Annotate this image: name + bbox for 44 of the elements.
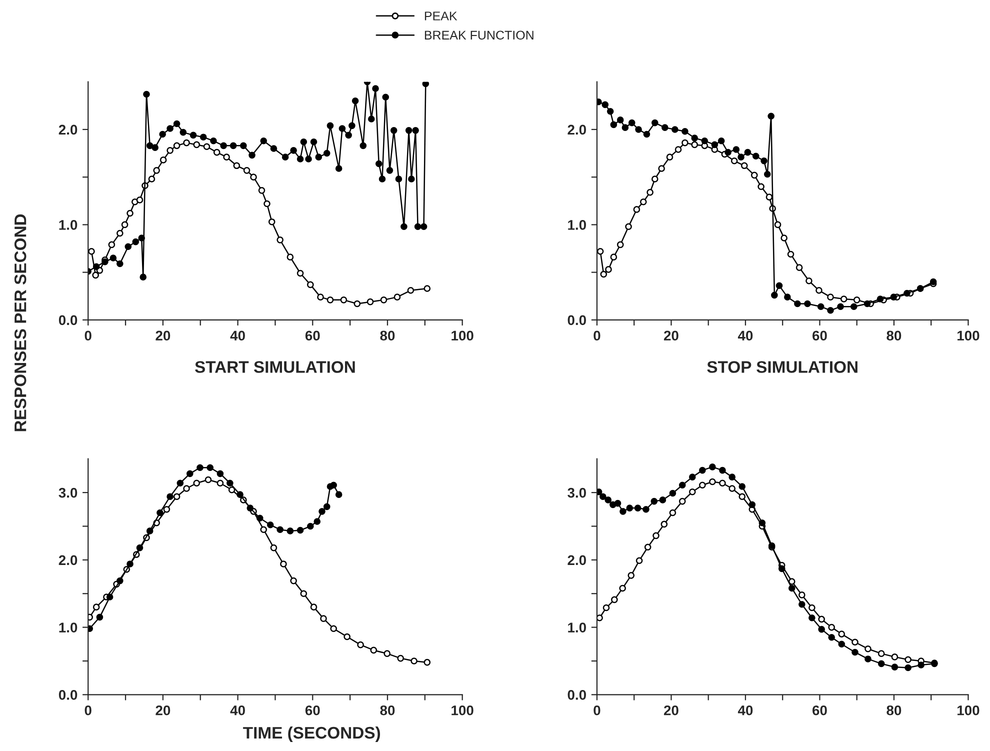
legend-label: BREAK FUNCTION <box>424 30 534 40</box>
y-tick-label: 1.0 <box>568 220 586 230</box>
x-tick-label: 100 <box>958 330 980 341</box>
x-tick-label: 0 <box>84 705 92 716</box>
x-tick-label: 20 <box>156 330 170 341</box>
x-tick-label: 60 <box>305 705 320 716</box>
x-tick-label: 20 <box>664 705 678 716</box>
y-tick-label: 1.0 <box>568 622 586 632</box>
y-tick-label: 3.0 <box>568 488 586 498</box>
x-tick-label: 40 <box>230 705 245 716</box>
x-axis-title: TIME (SECONDS) <box>243 726 380 742</box>
y-tick-label: 0.0 <box>58 690 78 700</box>
y-tick-label: 2.0 <box>58 555 78 566</box>
y-tick-label: 1.0 <box>59 220 78 230</box>
y-tick-label: 0.0 <box>568 315 586 326</box>
y-axis-title: RESPONSES PER SECOND <box>14 214 26 432</box>
x-tick-label: 80 <box>886 705 902 716</box>
x-tick-label: 100 <box>452 330 474 341</box>
y-tick-label: 2.0 <box>58 124 78 135</box>
x-tick-label: 80 <box>886 330 902 341</box>
x-tick-label: 40 <box>738 705 753 716</box>
x-tick-label: 80 <box>380 330 395 341</box>
x-tick-label: 0 <box>594 705 600 716</box>
x-tick-label: 40 <box>738 330 753 341</box>
x-tick-label: 20 <box>156 705 170 716</box>
x-tick-label: 60 <box>305 330 320 341</box>
x-tick-label: 100 <box>452 705 474 716</box>
y-tick-label: 2.0 <box>568 124 586 135</box>
x-tick-label: 0 <box>594 330 600 341</box>
y-tick-label: 3.0 <box>58 488 78 498</box>
x-tick-label: 80 <box>380 705 395 716</box>
chart-title: START SIMULATION <box>194 361 355 373</box>
x-tick-label: 100 <box>958 705 980 716</box>
x-tick-label: 40 <box>230 330 245 341</box>
y-tick-label: 0.0 <box>568 690 586 700</box>
x-tick-label: 60 <box>812 330 827 341</box>
legend-label: PEAK <box>424 12 458 20</box>
x-tick-label: 20 <box>664 330 678 341</box>
x-tick-label: 0 <box>84 330 92 341</box>
y-tick-label: 0.0 <box>58 315 78 326</box>
y-tick-label: 1.0 <box>59 622 78 632</box>
x-tick-label: 60 <box>812 705 827 716</box>
chart-title: STOP SIMULATION <box>707 361 858 373</box>
y-tick-label: 2.0 <box>568 555 586 566</box>
